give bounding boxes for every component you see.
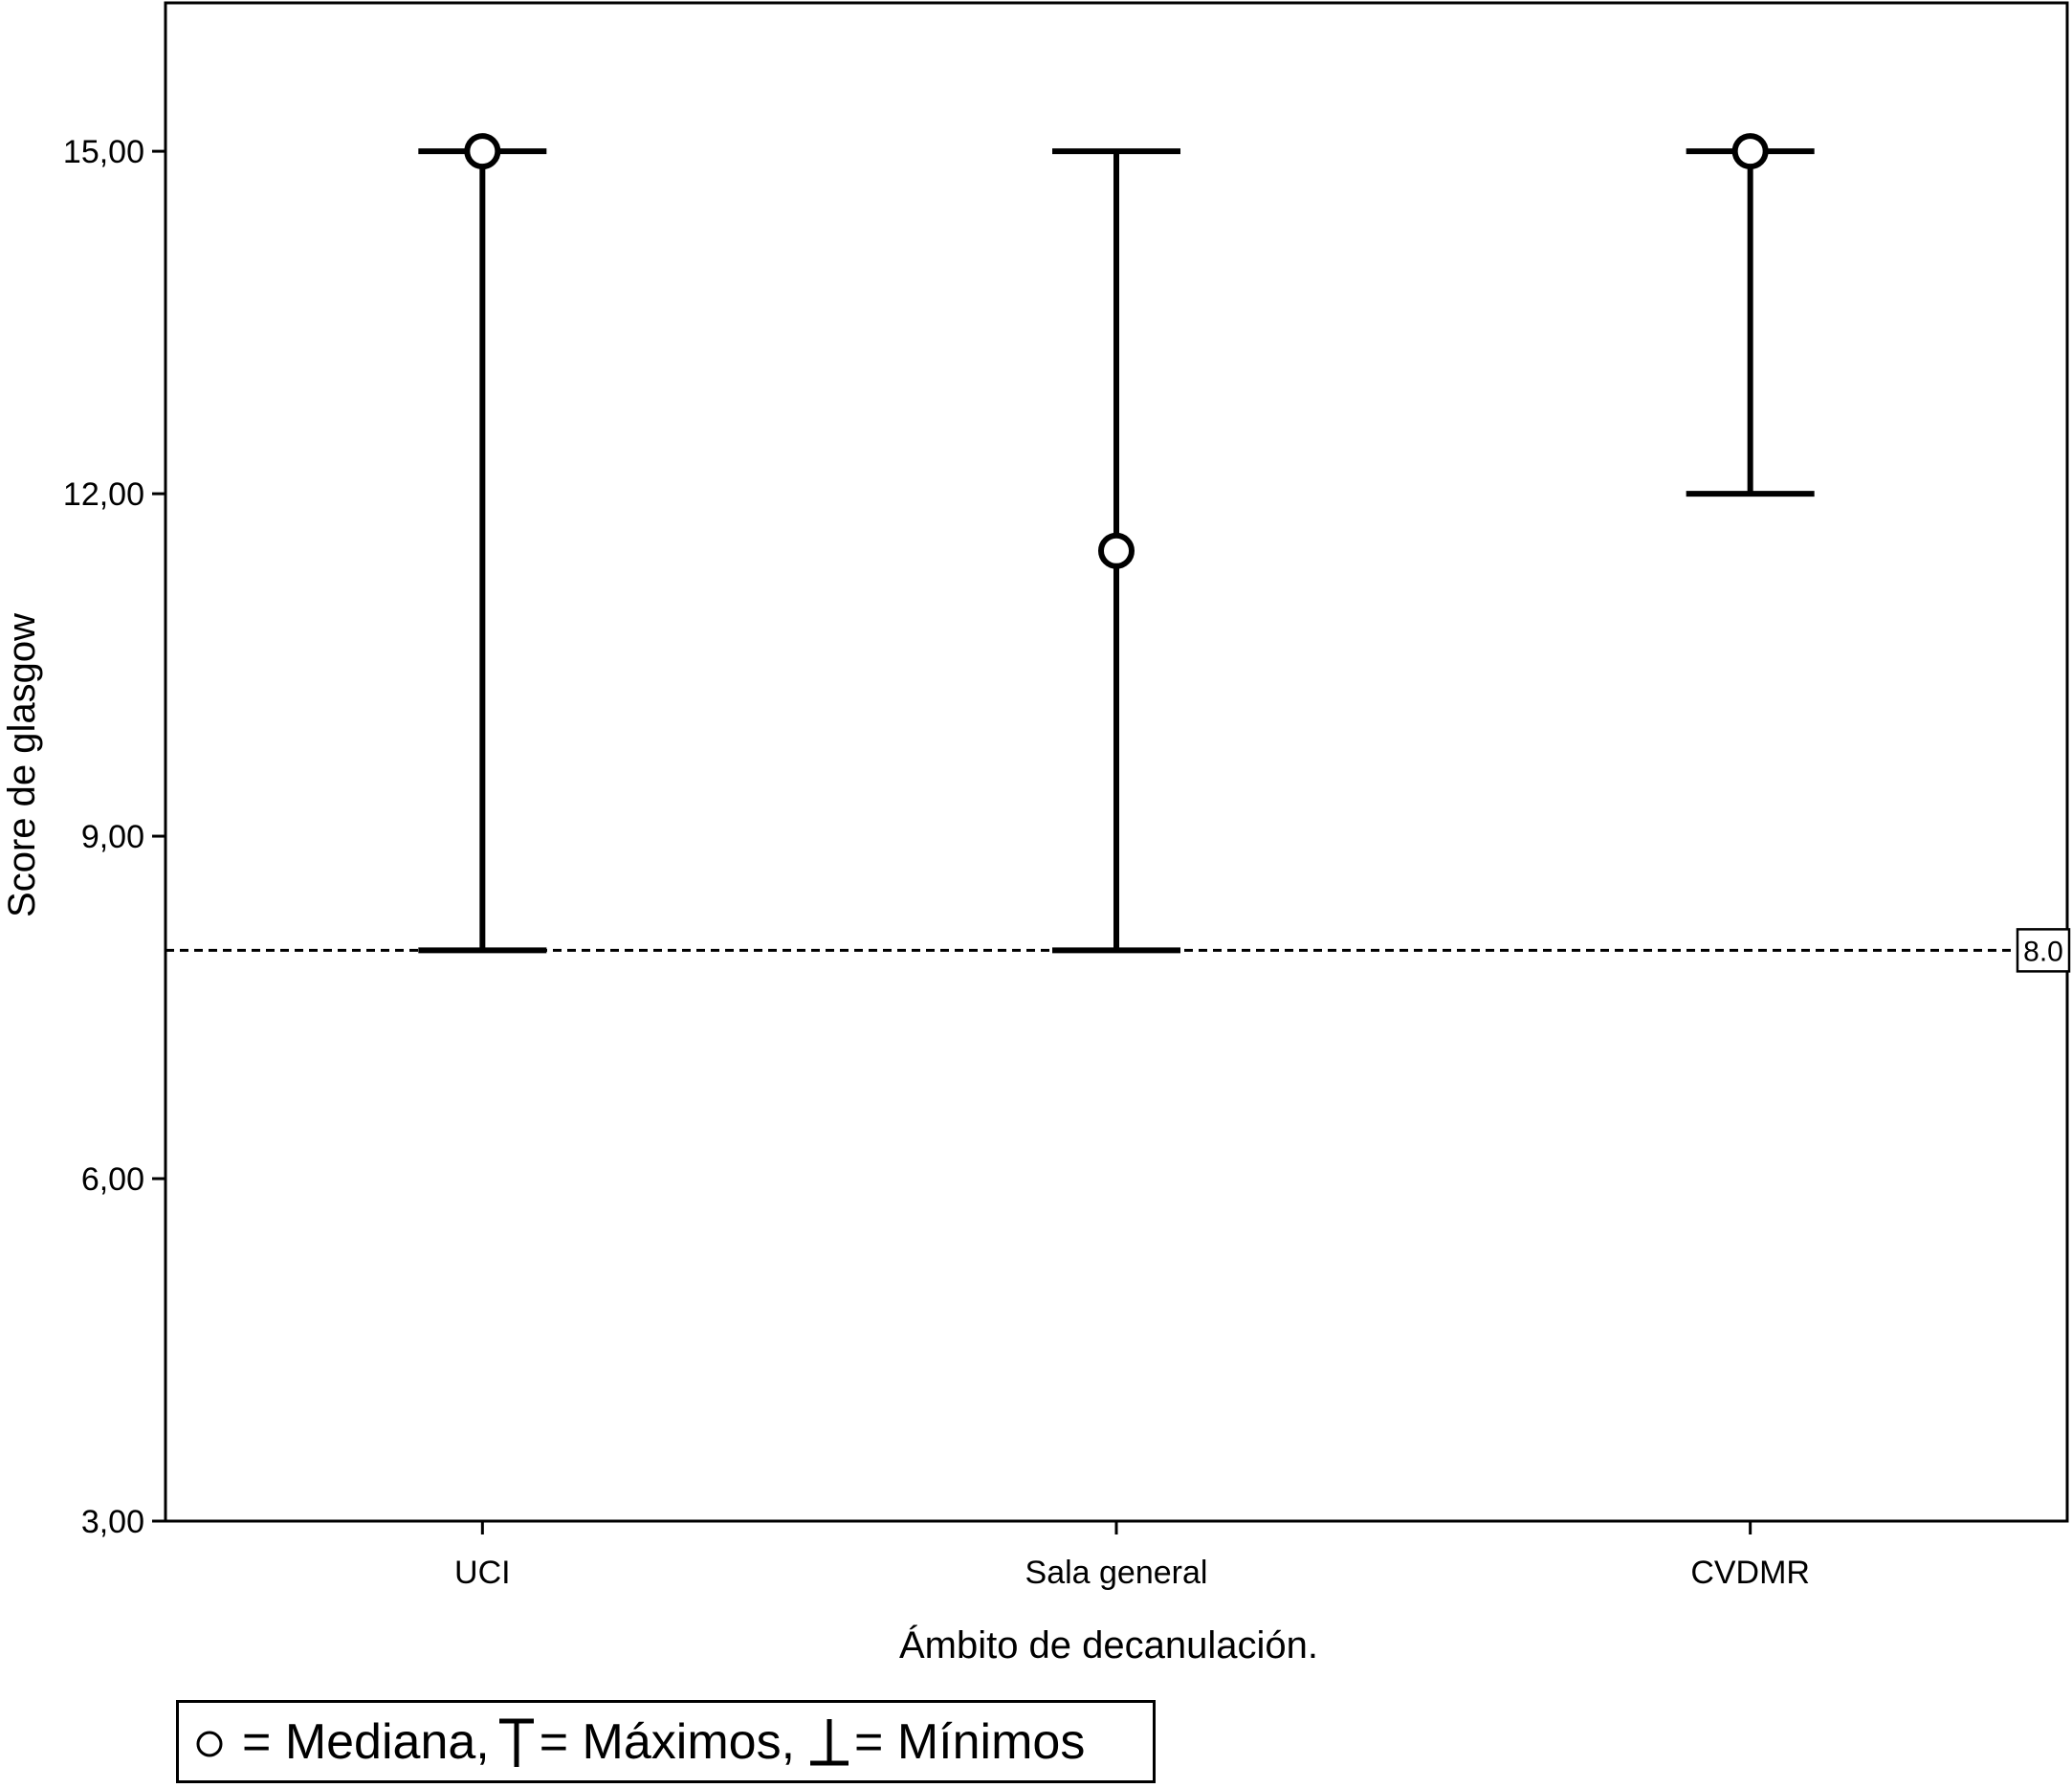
reference-label: 8.0	[2023, 936, 2063, 967]
reference-label-box	[2016, 928, 2071, 973]
median-point	[1098, 532, 1135, 569]
max-tee-icon	[498, 1718, 534, 1767]
x-axis-title: Ámbito de decanulación.	[899, 1623, 1318, 1667]
x-tick-label: UCI	[454, 1555, 511, 1591]
y-tick-label: 15,00	[63, 134, 144, 170]
legend-min-label: = Mínimos	[854, 1713, 1086, 1770]
median-point	[1731, 133, 1769, 170]
legend-max-label: = Máximos,	[539, 1713, 796, 1770]
y-axis-title: Score de glasgow	[1, 613, 43, 917]
y-tick-label: 12,00	[63, 476, 144, 513]
legend-median-label: = Mediana,	[242, 1713, 490, 1770]
x-tick-label: CVDMR	[1690, 1555, 1810, 1591]
y-tick-label: 3,00	[81, 1504, 144, 1540]
x-tick-label: Sala general	[1025, 1555, 1208, 1591]
legend: = Mediana, = Máximos, = Mínimos	[176, 1700, 1156, 1783]
y-tick-label: 6,00	[81, 1161, 144, 1198]
median-circle-icon	[196, 1731, 223, 1756]
x-axis: UCI Sala general CVDMR	[454, 1521, 1810, 1591]
range-marks	[418, 133, 1815, 954]
y-tick-label: 9,00	[81, 819, 144, 855]
median-point	[464, 133, 501, 170]
min-tee-icon	[810, 1718, 849, 1765]
y-axis: 3,00 6,00 9,00 12,00 15,00	[63, 134, 165, 1540]
